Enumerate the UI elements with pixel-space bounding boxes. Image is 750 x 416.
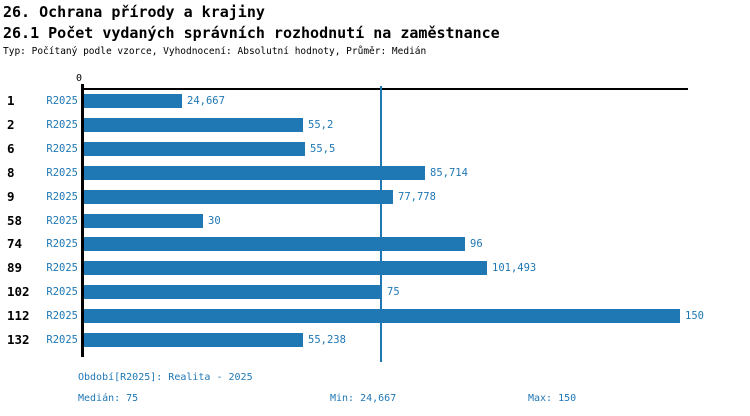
bar-value-label: 96 xyxy=(470,238,483,250)
category-label: 9 xyxy=(7,189,15,204)
bar-value-label: 85,714 xyxy=(430,167,468,179)
bar-value-label: 55,5 xyxy=(310,143,336,155)
median-reference-line xyxy=(380,86,382,362)
category-label: 6 xyxy=(7,141,15,156)
table-row: 1 R2025 24,667 xyxy=(0,94,750,108)
series-label: R2025 xyxy=(46,310,78,322)
series-label: R2025 xyxy=(46,334,78,346)
table-row: 132 R2025 55,238 xyxy=(0,333,750,347)
series-label: R2025 xyxy=(46,119,78,131)
bar-value-label: 75 xyxy=(387,286,400,298)
chart-subtitle: 26.1 Počet vydaných správních rozhodnutí… xyxy=(3,24,500,42)
category-label: 89 xyxy=(7,260,23,275)
category-label: 1 xyxy=(7,93,15,108)
table-row: 74 R2025 96 xyxy=(0,237,750,251)
table-row: 6 R2025 55,5 xyxy=(0,142,750,156)
table-row: 2 R2025 55,2 xyxy=(0,118,750,132)
bar-value-label: 24,667 xyxy=(187,95,225,107)
series-label: R2025 xyxy=(46,262,78,274)
series-label: R2025 xyxy=(46,238,78,250)
bar-value-label: 150 xyxy=(685,310,704,322)
legend-min: Min: 24,667 xyxy=(330,393,397,404)
y-axis-line xyxy=(81,84,84,357)
bar-value-label: 77,778 xyxy=(398,191,436,203)
category-label: 2 xyxy=(7,117,15,132)
series-label: R2025 xyxy=(46,191,78,203)
bar-value-label: 55,2 xyxy=(308,119,334,131)
bar xyxy=(84,94,182,108)
bar xyxy=(84,142,305,156)
series-label: R2025 xyxy=(46,95,78,107)
x-axis-line xyxy=(82,88,688,90)
category-label: 74 xyxy=(7,236,23,251)
legend-max: Max: 150 xyxy=(528,393,577,404)
series-label: R2025 xyxy=(46,167,78,179)
bar xyxy=(84,261,487,275)
category-label: 132 xyxy=(7,332,30,347)
series-label: R2025 xyxy=(46,286,78,298)
bar xyxy=(84,309,680,323)
page-title: 26. Ochrana přírody a krajiny xyxy=(3,3,265,21)
table-row: 9 R2025 77,778 xyxy=(0,190,750,204)
bar-value-label: 55,238 xyxy=(308,334,346,346)
x-axis-zero-label: 0 xyxy=(76,73,83,84)
category-label: 8 xyxy=(7,165,15,180)
table-row: 112 R2025 150 xyxy=(0,309,750,323)
table-row: 102 R2025 75 xyxy=(0,285,750,299)
category-label: 112 xyxy=(7,308,30,323)
bar xyxy=(84,237,465,251)
series-label: R2025 xyxy=(46,143,78,155)
table-row: 8 R2025 85,714 xyxy=(0,166,750,180)
category-label: 102 xyxy=(7,284,30,299)
bar xyxy=(84,333,303,347)
legend-median: Medián: 75 xyxy=(78,393,139,404)
chart-meta-info: Typ: Počítaný podle vzorce, Vyhodnocení:… xyxy=(3,46,427,57)
table-row: 58 R2025 30 xyxy=(0,214,750,228)
bar xyxy=(84,118,303,132)
legend-period: Období[R2025]: Realita - 2025 xyxy=(78,372,253,383)
series-label: R2025 xyxy=(46,215,78,227)
bar-value-label: 101,493 xyxy=(492,262,537,274)
bar-value-label: 30 xyxy=(208,215,221,227)
bar xyxy=(84,285,382,299)
table-row: 89 R2025 101,493 xyxy=(0,261,750,275)
bar xyxy=(84,166,425,180)
bar xyxy=(84,214,203,228)
category-label: 58 xyxy=(7,213,23,228)
bar xyxy=(84,190,393,204)
